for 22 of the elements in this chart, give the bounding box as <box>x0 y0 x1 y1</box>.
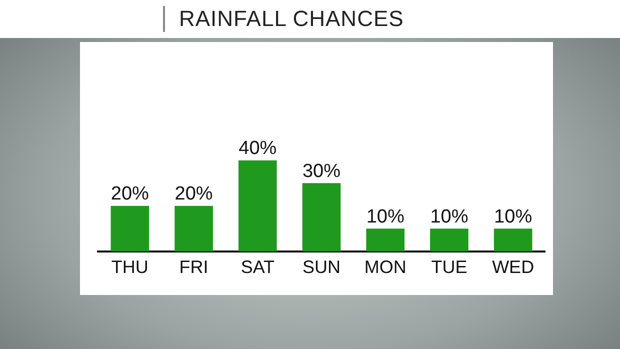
data-label: 10% <box>366 206 404 228</box>
x-tick-label: WED <box>492 257 534 278</box>
bar <box>494 228 532 252</box>
data-label: 10% <box>430 206 468 228</box>
x-tick-label: TUE <box>431 257 468 278</box>
x-tick-label: SUN <box>302 257 341 278</box>
bar <box>110 206 150 252</box>
data-label: 40% <box>238 138 277 160</box>
bar <box>430 228 468 252</box>
data-label: 20% <box>174 184 213 205</box>
data-label: 30% <box>302 160 341 182</box>
data-label: 10% <box>494 206 532 228</box>
chart-title: RAINFALL CHANCES <box>163 6 404 32</box>
bar <box>366 228 405 252</box>
data-label: 20% <box>110 184 150 205</box>
x-tick-label: SAT <box>240 257 274 278</box>
x-tick-label: THU <box>111 257 148 278</box>
x-tick-label: MON <box>364 257 406 278</box>
bar <box>174 206 213 252</box>
bar <box>238 160 277 252</box>
x-tick-label: FRI <box>179 257 208 278</box>
bar <box>302 183 341 252</box>
